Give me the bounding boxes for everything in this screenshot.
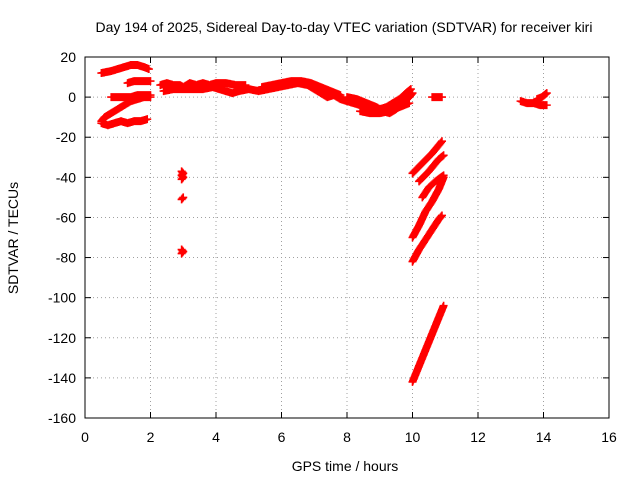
data-point-markers <box>428 93 446 102</box>
data-point-markers <box>408 137 446 178</box>
data-point-markers <box>97 115 152 130</box>
data-point-markers <box>532 89 551 104</box>
data-point-markers <box>177 193 188 204</box>
data-segment <box>408 211 446 266</box>
x-tick-label: 4 <box>212 429 220 445</box>
x-tick-label: 8 <box>343 429 351 445</box>
y-tick-label: -120 <box>48 330 76 346</box>
data-point-markers <box>408 301 448 386</box>
data-points <box>97 61 551 386</box>
data-segment <box>156 79 250 92</box>
data-segment <box>123 77 155 88</box>
data-segment <box>177 193 188 204</box>
data-segment <box>415 151 448 186</box>
y-tick-label: -20 <box>56 129 76 145</box>
y-tick-label: -40 <box>56 169 76 185</box>
y-tick-label: -60 <box>56 209 76 225</box>
data-point-markers <box>177 167 188 184</box>
data-segment <box>516 97 551 110</box>
x-tick-label: 10 <box>405 429 421 445</box>
y-tick-label: 20 <box>60 49 76 65</box>
data-segment <box>177 167 188 184</box>
y-axis-label: SDTVAR / TECUs <box>5 182 21 294</box>
x-tick-label: 14 <box>536 429 552 445</box>
x-tick-label: 12 <box>470 429 486 445</box>
data-segment <box>408 301 448 386</box>
data-segment <box>356 99 414 118</box>
data-segment <box>428 93 446 102</box>
data-point-markers <box>97 61 153 78</box>
data-point-markers <box>408 173 448 242</box>
chart-title: Day 194 of 2025, Sidereal Day-to-day VTE… <box>96 19 593 35</box>
data-point-markers <box>356 99 414 118</box>
data-segment <box>408 137 446 178</box>
tick-marks: 0 2 4 6 8 10 12 14 16 -160 -140 -120 -100 -80 -60 -40 -2… <box>48 49 617 445</box>
data-point-markers <box>156 79 250 92</box>
data-segment <box>408 173 448 242</box>
x-tick-label: 0 <box>81 429 89 445</box>
y-tick-label: -100 <box>48 290 76 306</box>
data-segment <box>532 89 551 104</box>
x-tick-label: 2 <box>147 429 155 445</box>
y-tick-label: -140 <box>48 370 76 386</box>
x-tick-label: 6 <box>278 429 286 445</box>
data-point-markers <box>415 151 448 186</box>
data-point-markers <box>516 97 551 110</box>
y-tick-label: -80 <box>56 250 76 266</box>
y-tick-label: 0 <box>68 89 76 105</box>
data-point-markers <box>123 77 155 88</box>
x-tick-label: 16 <box>601 429 617 445</box>
data-segment <box>257 77 345 100</box>
x-axis-label: GPS time / hours <box>292 458 399 474</box>
data-point-markers <box>177 245 188 258</box>
data-segment <box>177 245 188 258</box>
data-point-markers <box>408 211 446 266</box>
data-point-markers <box>257 77 345 100</box>
data-segment <box>97 115 152 130</box>
data-segment <box>97 61 153 78</box>
y-tick-label: -160 <box>48 410 76 426</box>
